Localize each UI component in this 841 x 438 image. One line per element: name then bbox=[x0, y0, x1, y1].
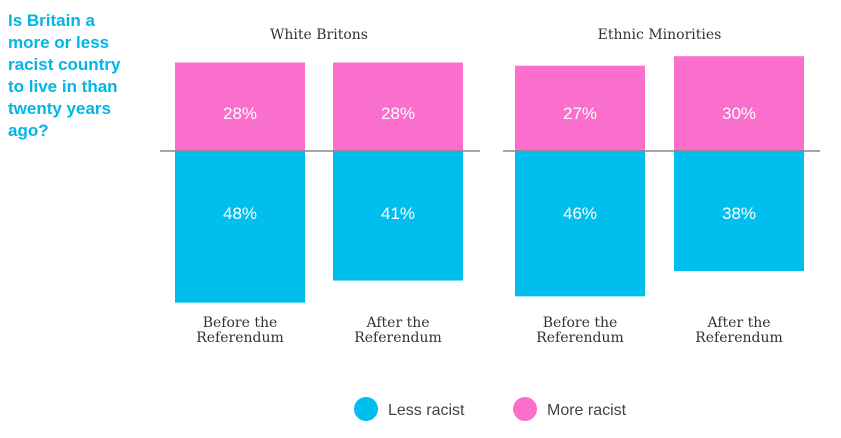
value-label: 38% bbox=[722, 204, 756, 223]
bar-less-racist bbox=[333, 151, 463, 281]
bar-more-racist bbox=[515, 65, 645, 151]
x-tick-label: Before the Referendum bbox=[536, 315, 624, 346]
x-tick-label: Before the Referendum bbox=[196, 315, 284, 346]
chart-title: Is Britain a more or less racist country… bbox=[8, 11, 121, 140]
bar-less-racist bbox=[674, 151, 804, 272]
legend-label: Less racist bbox=[388, 402, 465, 419]
bar-less-racist bbox=[515, 151, 645, 297]
value-label: 27% bbox=[563, 104, 597, 123]
group-title: Ethnic Minorities bbox=[598, 27, 722, 43]
value-label: 48% bbox=[223, 204, 257, 223]
value-label: 46% bbox=[563, 204, 597, 223]
value-label: 28% bbox=[223, 104, 257, 123]
group-title: White Britons bbox=[270, 27, 368, 43]
bar-more-racist bbox=[333, 62, 463, 151]
legend-label: More racist bbox=[547, 402, 627, 419]
legend-marker bbox=[513, 397, 537, 421]
bar-less-racist bbox=[175, 151, 305, 303]
bar-more-racist bbox=[175, 62, 305, 151]
value-label: 30% bbox=[722, 104, 756, 123]
bar-more-racist bbox=[674, 56, 804, 152]
value-label: 28% bbox=[381, 104, 415, 123]
x-tick-label: After the Referendum bbox=[695, 315, 783, 346]
legend-marker bbox=[354, 397, 378, 421]
value-label: 41% bbox=[381, 204, 415, 223]
x-tick-label: After the Referendum bbox=[354, 315, 442, 346]
